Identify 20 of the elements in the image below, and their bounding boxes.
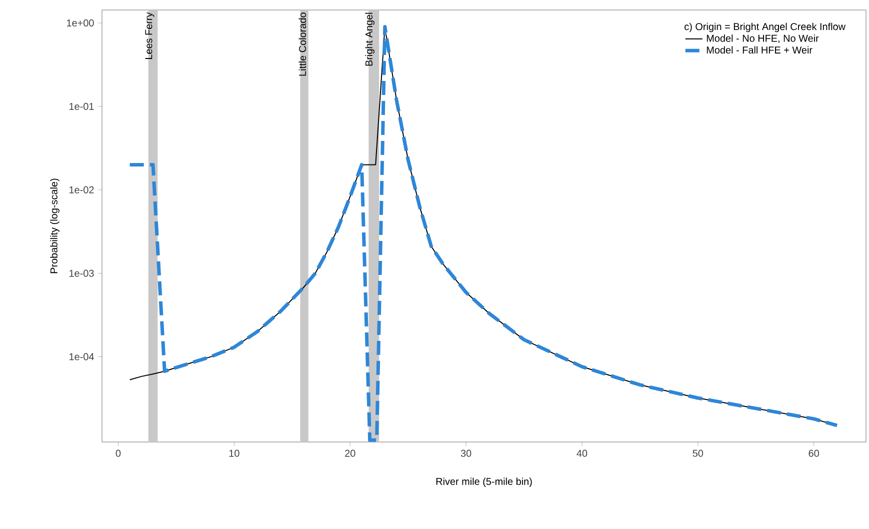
x-tick-label: 30 (460, 450, 472, 457)
y-tick-label: 1e+00 (67, 19, 94, 26)
y-tick-label: 1e-04 (70, 353, 94, 360)
x-tick-label: 0 (116, 450, 121, 457)
band-label: Little Colorado (298, 12, 306, 76)
x-tick-label: 10 (229, 450, 240, 457)
y-axis-title: Probability (log-scale) (50, 178, 60, 274)
legend-label: Model - Fall HFE + Weir (706, 46, 812, 54)
y-tick-label: 1e-01 (70, 102, 94, 110)
x-tick-label: 40 (576, 450, 588, 457)
band-label: Bright Angel (365, 12, 374, 66)
x-axis-title: River mile (5-mile bin) (436, 478, 532, 487)
x-tick-label: 20 (345, 450, 356, 457)
x-tick-label: 60 (808, 450, 819, 457)
legend-title: c) Origin = Bright Angel Creek Inflow (684, 22, 846, 32)
band-label: Lees Ferry (145, 12, 154, 59)
y-tick-label: 1e-03 (70, 270, 94, 277)
legend-label: Model - No HFE, No Weir (706, 34, 819, 44)
x-tick-label: 50 (692, 450, 704, 457)
y-tick-label: 1e-02 (70, 186, 94, 194)
